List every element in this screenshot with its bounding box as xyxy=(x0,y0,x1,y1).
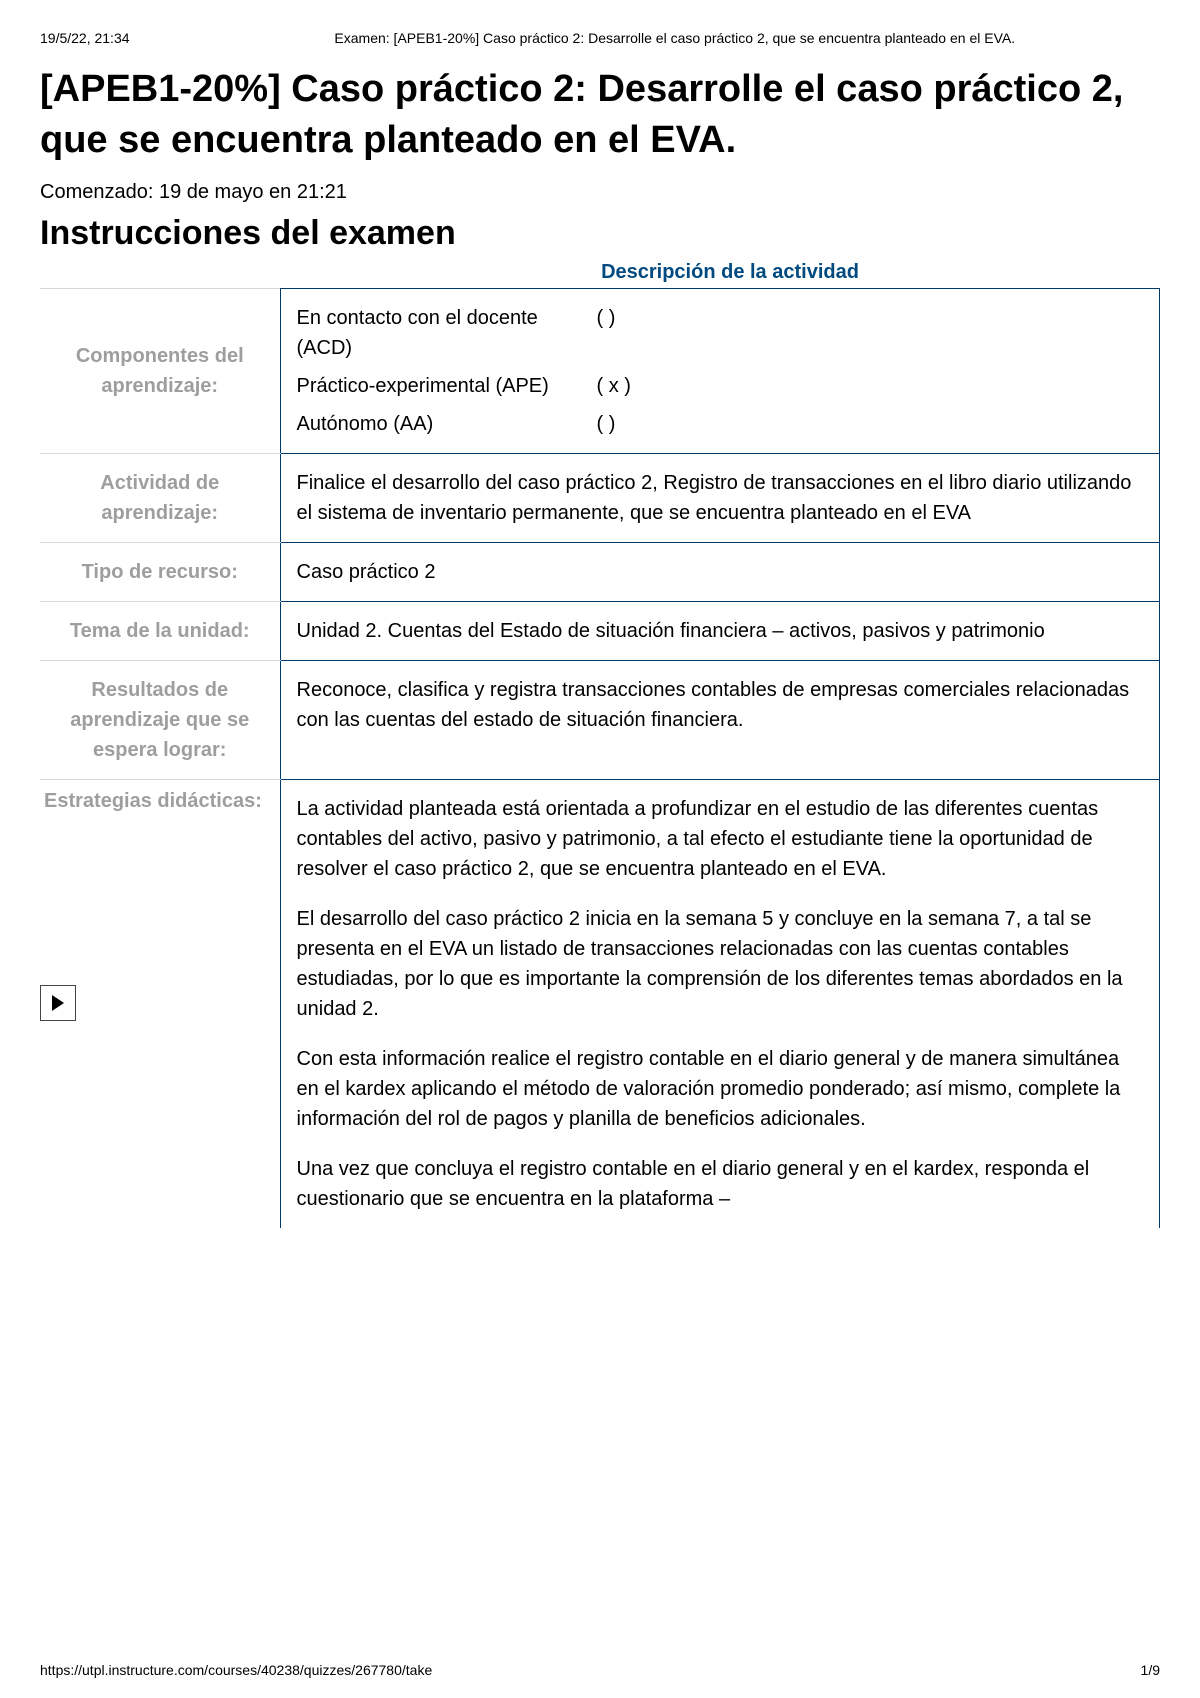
componente-text: En contacto con el docente (ACD) xyxy=(297,303,597,363)
header-title: Examen: [APEB1-20%] Caso práctico 2: Des… xyxy=(130,30,1160,46)
componente-item: Autónomo (AA) ( ) xyxy=(297,409,1144,439)
header-timestamp: 19/5/22, 21:34 xyxy=(40,30,130,46)
instructions-heading: Instrucciones del examen xyxy=(40,214,1160,253)
row-actividad: Actividad de aprendizaje: Finalice el de… xyxy=(40,453,1160,542)
label-resultados: Resultados de aprendizaje que se espera … xyxy=(40,660,280,779)
row-resultados: Resultados de aprendizaje que se espera … xyxy=(40,660,1160,779)
footer-page: 1/9 xyxy=(1141,1662,1160,1678)
estrategias-paragraph: Con esta información realice el registro… xyxy=(297,1044,1144,1134)
started-text: Comenzado: 19 de mayo en 21:21 xyxy=(40,181,1160,204)
row-estrategias: Estrategias didácticas: La actividad pla… xyxy=(40,779,1160,1228)
row-tema: Tema de la unidad: Unidad 2. Cuentas del… xyxy=(40,601,1160,660)
cell-tema: Unidad 2. Cuentas del Estado de situació… xyxy=(280,601,1160,660)
componente-text: Autónomo (AA) xyxy=(297,409,597,439)
footer-url: https://utpl.instructure.com/courses/402… xyxy=(40,1662,432,1678)
cell-actividad: Finalice el desarrollo del caso práctico… xyxy=(280,453,1160,542)
print-header: 19/5/22, 21:34 Examen: [APEB1-20%] Caso … xyxy=(40,30,1160,46)
estrategias-paragraph: La actividad planteada está orientada a … xyxy=(297,794,1144,884)
cell-tipo: Caso práctico 2 xyxy=(280,542,1160,601)
cell-componentes: En contacto con el docente (ACD) ( ) Prá… xyxy=(280,288,1160,453)
label-tipo: Tipo de recurso: xyxy=(40,542,280,601)
componente-mark: ( x ) xyxy=(597,371,631,401)
cell-resultados: Reconoce, clasifica y registra transacci… xyxy=(280,660,1160,779)
activity-table: Componentes del aprendizaje: En contacto… xyxy=(40,288,1160,1228)
row-tipo: Tipo de recurso: Caso práctico 2 xyxy=(40,542,1160,601)
estrategias-paragraph: El desarrollo del caso práctico 2 inicia… xyxy=(297,904,1144,1024)
estrategias-paragraph: Una vez que concluya el registro contabl… xyxy=(297,1154,1144,1214)
label-actividad: Actividad de aprendizaje: xyxy=(40,453,280,542)
label-estrategias: Estrategias didácticas: xyxy=(40,779,280,1228)
componente-text: Práctico-experimental (APE) xyxy=(297,371,597,401)
activity-description-heading: Descripción de la actividad xyxy=(40,261,1160,284)
row-componentes: Componentes del aprendizaje: En contacto… xyxy=(40,288,1160,453)
play-icon[interactable] xyxy=(40,985,76,1021)
print-footer: https://utpl.instructure.com/courses/402… xyxy=(40,1662,1160,1678)
label-tema: Tema de la unidad: xyxy=(40,601,280,660)
componente-item: Práctico-experimental (APE) ( x ) xyxy=(297,371,1144,401)
label-componentes: Componentes del aprendizaje: xyxy=(40,288,280,453)
componente-mark: ( ) xyxy=(597,409,616,439)
page-title: [APEB1-20%] Caso práctico 2: Desarrolle … xyxy=(40,64,1160,167)
componente-item: En contacto con el docente (ACD) ( ) xyxy=(297,303,1144,363)
componente-mark: ( ) xyxy=(597,303,616,363)
cell-estrategias: La actividad planteada está orientada a … xyxy=(280,779,1160,1228)
